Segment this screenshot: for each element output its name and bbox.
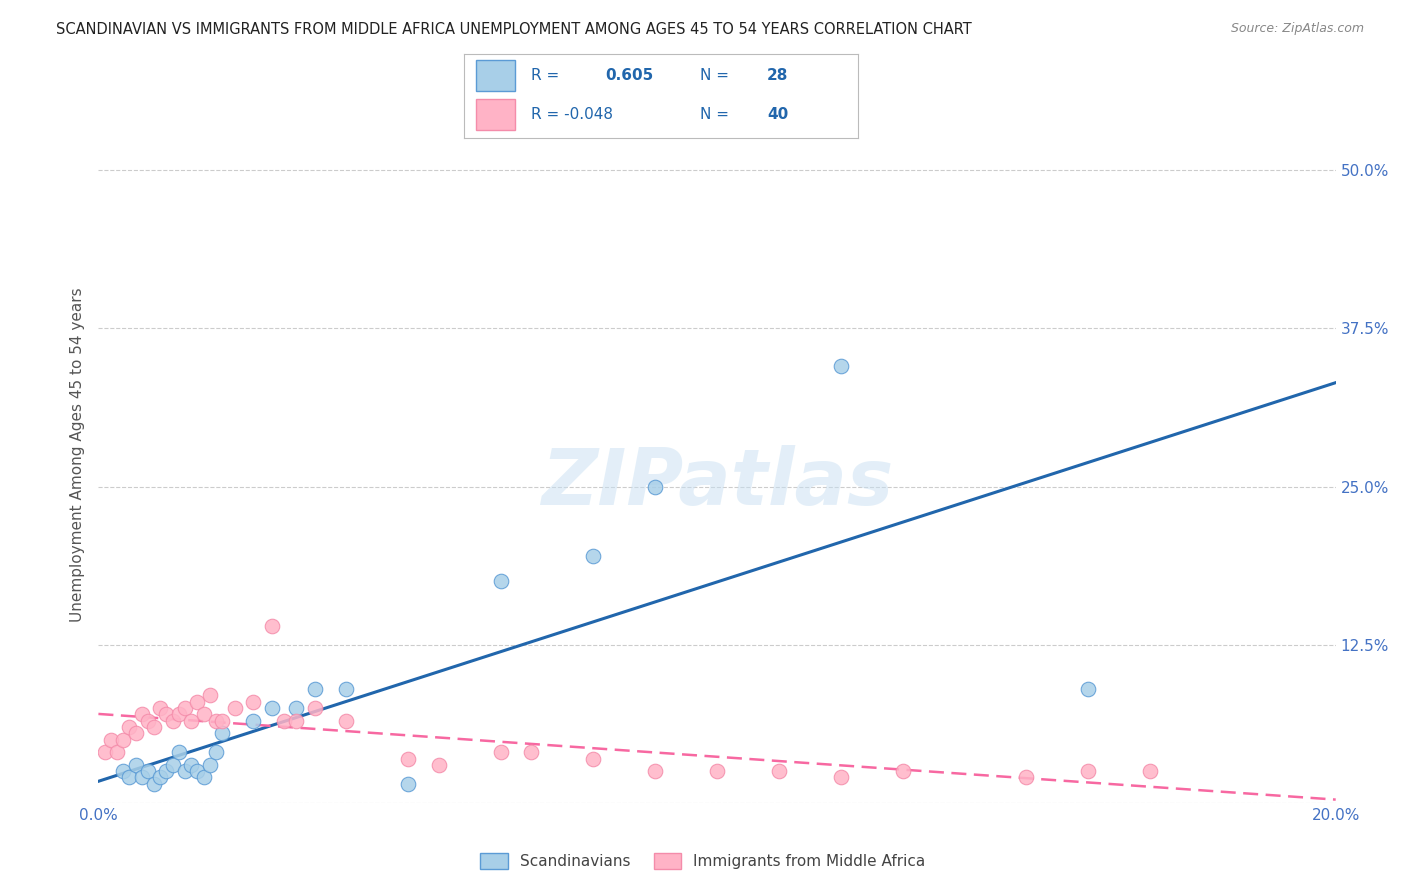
Point [396,751,419,765]
Point [304,701,326,715]
Point [193,707,215,722]
Point [644,764,666,779]
Point [335,681,357,696]
Point [1015,771,1038,785]
Point [180,757,202,772]
FancyBboxPatch shape [475,61,515,91]
Point [706,764,728,779]
Y-axis label: Unemployment Among Ages 45 to 54 years: Unemployment Among Ages 45 to 54 years [70,287,86,623]
Point [520,745,543,759]
Point [193,771,215,785]
Point [167,707,190,722]
Point [211,726,233,740]
Point [162,757,184,772]
Point [186,695,208,709]
Point [167,745,190,759]
Point [105,745,128,759]
Point [198,757,221,772]
Point [124,726,146,740]
Point [211,714,233,728]
Point [285,701,308,715]
Point [396,777,419,791]
Text: N =: N = [700,107,730,122]
Point [1077,681,1099,696]
Text: 0.605: 0.605 [606,68,654,83]
Point [830,359,852,374]
Point [304,681,326,696]
Text: N =: N = [700,68,730,83]
Point [260,618,283,632]
Point [149,771,172,785]
Legend: Scandinavians, Immigrants from Middle Africa: Scandinavians, Immigrants from Middle Af… [474,847,932,875]
Text: ZIPatlas: ZIPatlas [541,445,893,521]
Text: Source: ZipAtlas.com: Source: ZipAtlas.com [1230,22,1364,36]
Point [273,714,295,728]
Point [124,757,146,772]
Point [891,764,914,779]
Point [174,701,197,715]
Point [242,714,264,728]
Point [143,777,166,791]
Text: R =: R = [531,68,560,83]
Point [489,745,512,759]
Point [186,764,208,779]
Point [112,732,135,747]
Point [136,764,159,779]
Point [149,701,172,715]
Point [335,714,357,728]
Point [155,764,177,779]
Point [93,745,115,759]
Point [427,757,450,772]
Point [174,764,197,779]
Text: 40: 40 [768,107,789,122]
Point [242,695,264,709]
Point [205,745,228,759]
Point [285,714,308,728]
Point [1139,764,1161,779]
Text: SCANDINAVIAN VS IMMIGRANTS FROM MIDDLE AFRICA UNEMPLOYMENT AMONG AGES 45 TO 54 Y: SCANDINAVIAN VS IMMIGRANTS FROM MIDDLE A… [56,22,972,37]
Point [162,714,184,728]
Text: 28: 28 [768,68,789,83]
Point [768,764,790,779]
Point [582,549,605,563]
Point [131,707,153,722]
Point [143,720,166,734]
Point [131,771,153,785]
Point [260,701,283,715]
Point [198,688,221,702]
Point [830,771,852,785]
FancyBboxPatch shape [475,99,515,130]
Point [180,714,202,728]
Point [582,751,605,765]
Point [118,720,141,734]
Point [489,574,512,589]
Point [644,479,666,493]
Text: R = -0.048: R = -0.048 [531,107,613,122]
Point [205,714,228,728]
Point [112,764,135,779]
Point [136,714,159,728]
Point [155,707,177,722]
Point [1077,764,1099,779]
Point [118,771,141,785]
Point [100,732,122,747]
Point [224,701,246,715]
